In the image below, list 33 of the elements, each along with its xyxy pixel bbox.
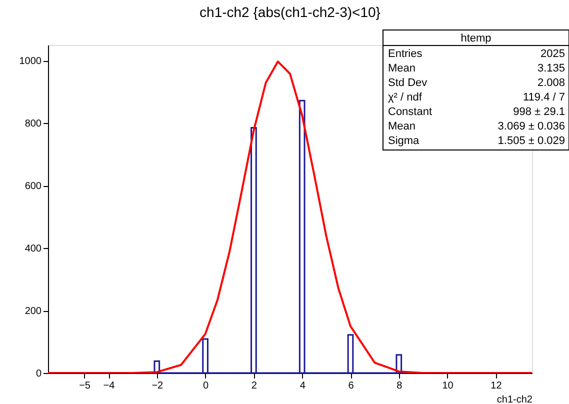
annotation: 3.069 ± 0.036 [498,120,565,132]
annotation: Constant [388,106,432,118]
y-tick-label: 800 [24,118,42,130]
annotation: Sigma [388,134,420,147]
y-tick-label: 0 [36,368,42,380]
annotation: Mean [388,62,416,74]
x-tick-label: 6 [348,380,354,392]
annotation: Mean [388,120,416,132]
y-tick-label: 600 [24,181,42,192]
x-tick-label: 12 [490,380,502,392]
x-tick-label: 2 [251,380,258,392]
annotation: 119.4 / 7 [523,91,565,104]
x-axis-title: ch1-ch2 [496,394,533,404]
annotation: Std Dev [388,76,428,89]
y-tick-label: 400 [24,244,42,255]
x-tick-label: −2 [152,380,164,392]
annotation: χ² / ndf [388,91,423,104]
annotation: 998 ± 29.1 [513,106,565,118]
x-tick-label: 8 [396,380,403,392]
x-tick-label: −4 [103,380,116,392]
text: htemp [460,32,492,44]
x-tick-label: 0 [203,380,210,392]
text: 2025 [540,48,565,60]
y-tick-label: 200 [24,306,42,318]
text: 3.135 [537,62,565,74]
x-tick-label: 10 [442,380,454,392]
annotation: 1.505 ± 0.029 [498,134,565,147]
y-tick-label: 1000 [19,56,42,68]
x-tick-label: 4 [300,380,306,392]
text: 2.008 [537,76,565,89]
x-tick-label: −5 [79,380,91,392]
annotation: Entries [388,48,423,60]
chart-title: ch1-ch2 {abs(ch1-ch2-3)<10} [200,4,381,20]
